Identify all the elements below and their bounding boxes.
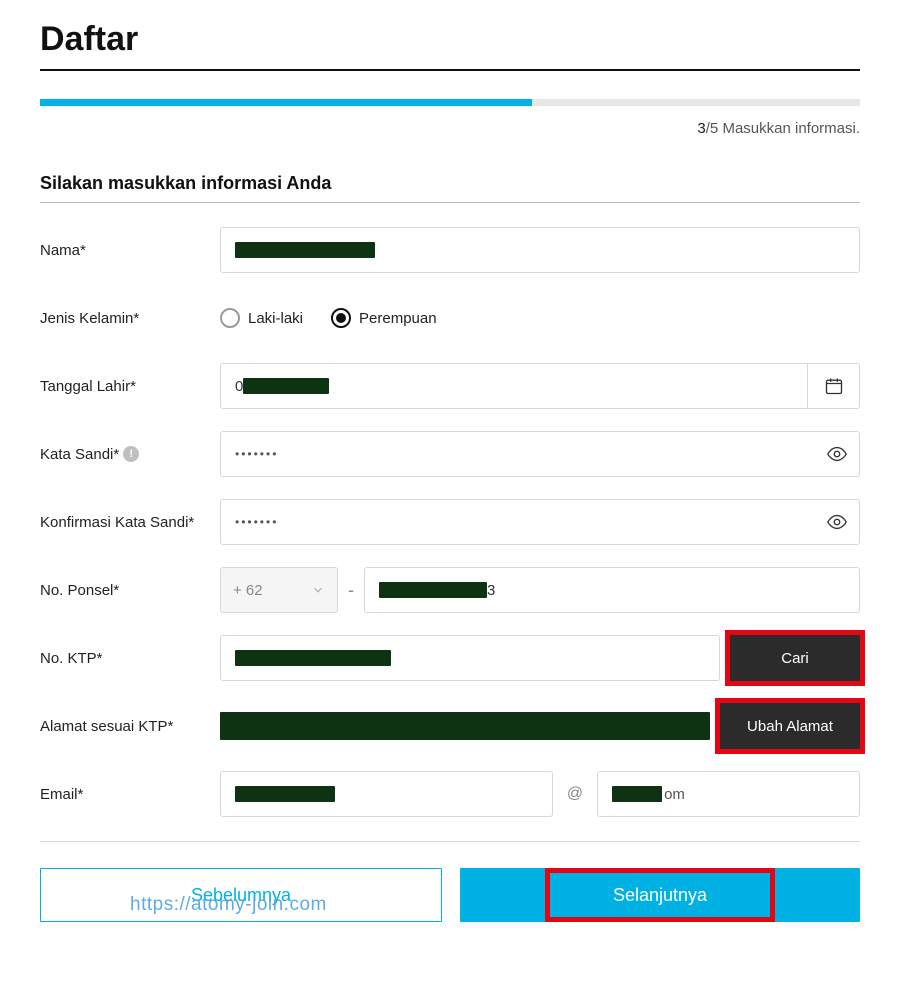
- toggle-password-visibility[interactable]: [826, 443, 848, 465]
- info-icon[interactable]: !: [123, 446, 139, 462]
- title-divider: [40, 69, 860, 71]
- eye-icon: [826, 443, 848, 465]
- row-address: Alamat sesuai KTP* Ubah Alamat: [40, 703, 860, 749]
- row-phone: No. Ponsel* + 62 - 3: [40, 567, 860, 613]
- label-email: Email*: [40, 786, 220, 803]
- label-password: Kata Sandi* !: [40, 446, 220, 463]
- phone-input[interactable]: 3: [364, 567, 860, 613]
- next-button-label: Selanjutnya: [613, 885, 707, 906]
- step-text: Masukkan informasi.: [718, 120, 860, 137]
- label-confirm-password: Konfirmasi Kata Sandi*: [40, 514, 220, 531]
- next-button[interactable]: Selanjutnya: [460, 868, 860, 922]
- section-subtitle: Silakan masukkan informasi Anda: [40, 173, 860, 194]
- progress-label: 3/5 Masukkan informasi.: [40, 120, 860, 137]
- step-current: 3: [697, 120, 705, 137]
- row-ktp: No. KTP* Cari: [40, 635, 860, 681]
- eye-icon: [826, 511, 848, 533]
- address-value: [220, 712, 710, 740]
- calendar-icon: [824, 376, 844, 396]
- label-name: Nama*: [40, 242, 220, 259]
- row-confirm-password: Konfirmasi Kata Sandi* •••••••: [40, 499, 860, 545]
- ktp-value-redacted: [235, 650, 391, 666]
- label-gender: Jenis Kelamin*: [40, 310, 220, 327]
- password-input[interactable]: •••••••: [220, 431, 860, 477]
- ktp-input[interactable]: [220, 635, 720, 681]
- phone-separator: -: [348, 580, 354, 601]
- radio-female[interactable]: Perempuan: [331, 308, 437, 328]
- label-password-text: Kata Sandi*: [40, 446, 119, 463]
- password-value: •••••••: [235, 447, 278, 461]
- phone-country-code[interactable]: + 62: [220, 567, 338, 613]
- radio-female-label: Perempuan: [359, 310, 437, 327]
- radio-female-dot: [336, 313, 346, 323]
- section-divider: [40, 202, 860, 203]
- radio-female-circle: [331, 308, 351, 328]
- radio-male-label: Laki-laki: [248, 310, 303, 327]
- search-button[interactable]: Cari: [730, 635, 860, 681]
- phone-tail: 3: [487, 582, 495, 599]
- bottom-divider: [40, 841, 860, 842]
- row-gender: Jenis Kelamin* Laki-laki Perempuan: [40, 295, 860, 341]
- step-total: /5: [706, 120, 719, 137]
- progress-bar: [40, 99, 860, 106]
- email-domain-suffix: om: [664, 786, 685, 803]
- name-value-redacted: [235, 242, 375, 258]
- chevron-down-icon: [311, 583, 325, 597]
- progress-fill: [40, 99, 532, 106]
- row-dob: Tanggal Lahir* 0: [40, 363, 860, 409]
- email-local-redacted: [235, 786, 335, 802]
- email-at: @: [567, 785, 583, 803]
- label-address: Alamat sesuai KTP*: [40, 718, 220, 735]
- toggle-confirm-password-visibility[interactable]: [826, 511, 848, 533]
- phone-value-redacted: [379, 582, 487, 598]
- name-input[interactable]: [220, 227, 860, 273]
- row-password: Kata Sandi* ! •••••••: [40, 431, 860, 477]
- gender-radio-group: Laki-laki Perempuan: [220, 308, 437, 328]
- row-name: Nama*: [40, 227, 860, 273]
- confirm-password-value: •••••••: [235, 515, 278, 529]
- dob-value-redacted: [243, 378, 329, 394]
- email-local-input[interactable]: [220, 771, 553, 817]
- dob-prefix: 0: [235, 378, 243, 395]
- row-email: Email* @ om: [40, 771, 860, 817]
- confirm-password-input[interactable]: •••••••: [220, 499, 860, 545]
- email-domain-redacted: [612, 786, 662, 802]
- calendar-button[interactable]: [808, 363, 860, 409]
- phone-code-value: + 62: [233, 582, 263, 599]
- change-address-button[interactable]: Ubah Alamat: [720, 703, 860, 749]
- label-dob: Tanggal Lahir*: [40, 378, 220, 395]
- label-ktp: No. KTP*: [40, 650, 220, 667]
- watermark: https://atomy-join.com: [130, 894, 327, 916]
- label-phone: No. Ponsel*: [40, 582, 220, 599]
- radio-male-circle: [220, 308, 240, 328]
- radio-male[interactable]: Laki-laki: [220, 308, 303, 328]
- page-title: Daftar: [40, 20, 860, 59]
- email-domain-input[interactable]: om: [597, 771, 860, 817]
- address-redacted: [220, 712, 710, 740]
- dob-input[interactable]: 0: [220, 363, 808, 409]
